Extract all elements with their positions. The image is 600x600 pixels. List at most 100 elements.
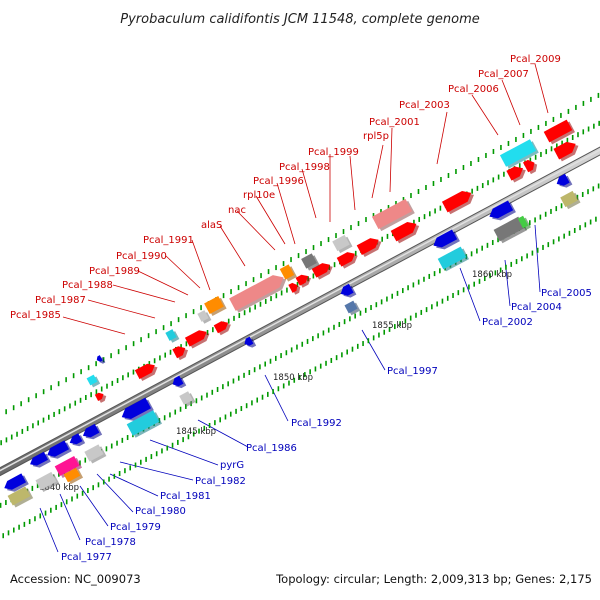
gene-body <box>126 410 160 436</box>
gene-body <box>371 198 413 230</box>
gene-label: Pcal_2005 <box>541 288 592 299</box>
forward-gene <box>134 363 158 382</box>
gene-body <box>96 355 103 362</box>
gene-label: Pcal_1986 <box>246 443 297 454</box>
forward-gene <box>311 263 333 280</box>
feature-block <box>86 374 101 388</box>
gene-features <box>4 119 581 508</box>
gene-body <box>332 234 350 252</box>
reverse-gene <box>69 433 86 447</box>
kbp-label-1840: 1840 kbp <box>39 483 79 493</box>
feature-block <box>54 455 83 478</box>
gene-body <box>197 310 209 322</box>
feature-block <box>560 190 581 210</box>
gene-body <box>121 397 152 419</box>
gene-body <box>86 374 98 386</box>
gene-body <box>134 363 155 380</box>
gene-label: Pcal_2009 <box>510 54 561 65</box>
reverse-gene <box>47 440 72 459</box>
forward-gene <box>553 141 579 162</box>
gene-body <box>172 375 184 387</box>
feature-block <box>204 295 227 317</box>
genome-summary: Topology: circular; Length: 2,009,313 bp… <box>276 572 592 586</box>
kbp-labels: 1840 kbp 1845 kbp 1850 kbp 1855 kbp 1860… <box>39 270 512 493</box>
gene-label: Pcal_2004 <box>511 302 562 313</box>
forward-gene <box>441 191 474 215</box>
gene-label: Pcal_1985 <box>10 310 61 321</box>
feature-block <box>332 234 353 254</box>
gene-label: Pcal_1979 <box>110 522 161 533</box>
feature-block <box>371 198 415 232</box>
reverse-gene <box>4 473 29 492</box>
gene-body <box>84 444 104 462</box>
gene-label: Pcal_2003 <box>399 100 450 111</box>
kbp-label-1855: 1855 kbp <box>372 321 412 331</box>
gene-label: Pcal_1990 <box>116 251 167 262</box>
feature-block <box>517 215 531 231</box>
gene-body <box>69 433 83 445</box>
feature-block <box>493 216 528 244</box>
gene-body <box>288 282 298 293</box>
gene-label: Pcal_1978 <box>85 537 136 548</box>
forward-gene <box>288 282 301 295</box>
gene-body <box>390 221 417 242</box>
reverse-gene <box>172 375 187 389</box>
feature-block <box>84 444 107 464</box>
gene-body <box>30 451 49 466</box>
gene-label: Pcal_1982 <box>195 476 246 487</box>
forward-gene <box>295 274 312 288</box>
gene-label: Pcal_2001 <box>369 117 420 128</box>
forward-gene-labels: Pcal_1985 Pcal_1987 Pcal_1988 Pcal_1989 … <box>10 54 561 321</box>
gene-label: Pcal_2007 <box>478 69 529 80</box>
gene-label: Pcal_1998 <box>279 162 330 173</box>
feature-block <box>126 410 163 438</box>
gene-body <box>204 295 224 315</box>
genome-backbone <box>0 146 600 477</box>
gene-body <box>441 191 472 213</box>
gene-body <box>437 246 467 270</box>
forward-gene <box>522 159 538 175</box>
gene-label: Pcal_1988 <box>62 280 113 291</box>
reverse-gene <box>340 283 357 298</box>
gene-body <box>165 329 177 341</box>
gene-label: Pcal_1992 <box>291 418 342 429</box>
gene-label: pyrG <box>220 460 244 471</box>
gene-label: rpl5p <box>363 131 389 142</box>
gene-body <box>301 253 317 269</box>
gene-label: Pcal_1987 <box>35 295 86 306</box>
forward-gene <box>184 330 210 349</box>
gene-label: rpl10e <box>243 190 275 201</box>
gene-body <box>7 486 31 506</box>
feature-block <box>7 486 34 508</box>
gene-label: Pcal_2006 <box>448 84 499 95</box>
gene-body <box>522 159 535 173</box>
gene-label: Pcal_2002 <box>482 317 533 328</box>
reverse-gene <box>556 173 573 188</box>
feature-block <box>179 391 196 407</box>
kbp-label-1850: 1850 kbp <box>273 373 313 383</box>
reverse-gene-labels: Pcal_1977 Pcal_1978 Pcal_1979 Pcal_1980 … <box>61 288 592 563</box>
forward-gene <box>229 275 287 313</box>
kbp-label-1860: 1860 kbp <box>472 270 512 280</box>
gene-body <box>229 275 284 311</box>
reverse-gene <box>244 336 257 348</box>
gene-label: Pcal_1977 <box>61 552 112 563</box>
forward-gene <box>213 321 231 336</box>
reverse-gene <box>30 451 51 468</box>
gene-body <box>295 274 309 286</box>
gene-body <box>560 190 578 208</box>
gene-body <box>499 139 537 167</box>
gene-body <box>82 423 100 438</box>
forward-gene <box>172 346 189 361</box>
feature-block <box>437 246 470 272</box>
feature-block <box>499 139 539 169</box>
gene-body <box>336 252 355 267</box>
feature-block <box>543 119 576 145</box>
gene-body <box>244 336 254 346</box>
gene-body <box>543 119 573 143</box>
gene-body <box>344 300 358 314</box>
gene-body <box>47 440 70 457</box>
gene-body <box>94 392 104 401</box>
gene-label: Pcal_1999 <box>308 147 359 158</box>
